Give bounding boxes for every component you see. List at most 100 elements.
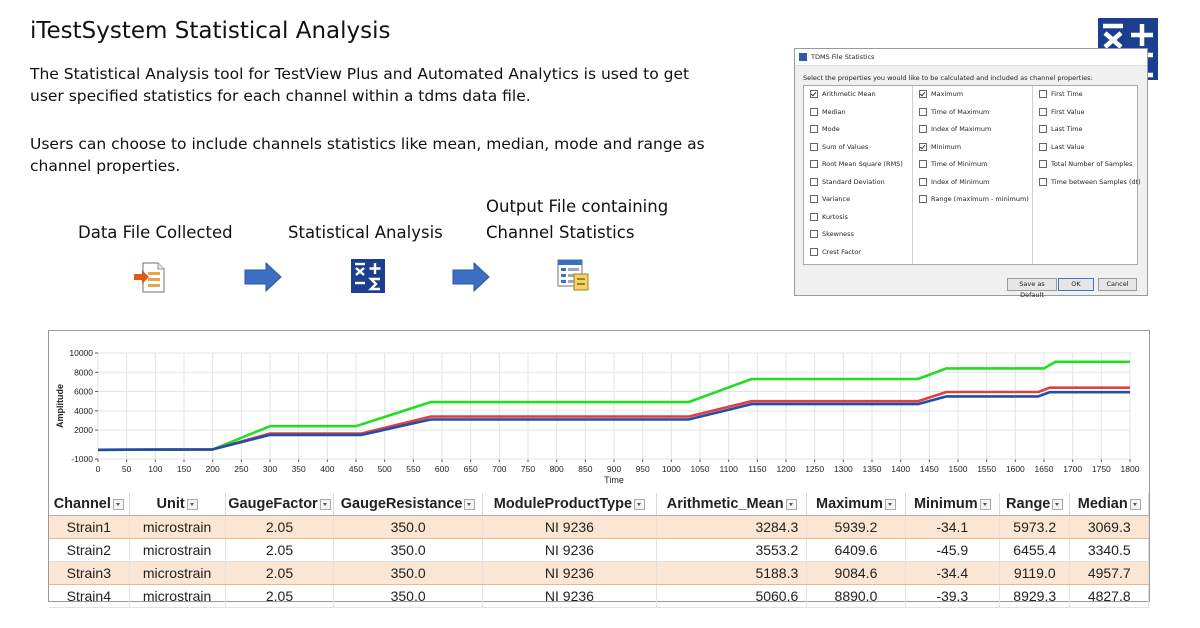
filter-dropdown-icon[interactable] bbox=[884, 498, 896, 510]
option-range-maximum-minimum[interactable]: Range (maximum - minimum) bbox=[919, 195, 1029, 203]
option-root-mean-square-rms[interactable]: Root Mean Square (RMS) bbox=[810, 160, 903, 168]
option-index-of-maximum[interactable]: Index of Maximum bbox=[919, 125, 991, 133]
checkbox[interactable] bbox=[810, 212, 818, 221]
table-cell: 2.05 bbox=[225, 538, 335, 562]
option-time-of-maximum[interactable]: Time of Maximum bbox=[919, 107, 990, 116]
x-tick-label: 700 bbox=[492, 464, 506, 474]
option-first-value[interactable]: First Value bbox=[1039, 107, 1085, 116]
cancel-button[interactable]: Cancel bbox=[1098, 278, 1137, 291]
option-label: Time of Maximum bbox=[931, 107, 990, 116]
step-label-output-file: Output File containing Channel Statistic… bbox=[486, 194, 668, 246]
filter-dropdown-icon[interactable] bbox=[979, 498, 991, 510]
table-cell: microstrain bbox=[129, 584, 226, 608]
x-tick-label: 600 bbox=[435, 464, 449, 474]
filter-dropdown-icon[interactable] bbox=[1052, 498, 1064, 510]
checkbox[interactable] bbox=[810, 142, 818, 151]
checkbox[interactable] bbox=[919, 125, 927, 133]
x-tick-label: 1300 bbox=[834, 464, 853, 474]
x-tick-label: 1250 bbox=[805, 464, 824, 474]
filter-dropdown-icon[interactable] bbox=[186, 498, 198, 510]
column-header-arithmetic-mean[interactable]: Arithmetic_Mean bbox=[656, 493, 808, 516]
option-first-time[interactable]: First Time bbox=[1039, 90, 1083, 98]
x-tick-label: 450 bbox=[349, 464, 363, 474]
filter-dropdown-icon[interactable] bbox=[112, 498, 124, 510]
x-tick-label: 350 bbox=[292, 464, 306, 474]
option-maximum[interactable]: Maximum bbox=[919, 90, 963, 98]
column-header-gaugeresistance[interactable]: GaugeResistance bbox=[333, 493, 483, 516]
table-row[interactable]: Strain2 microstrain 2.05 350.0 NI 9236 3553.2… bbox=[49, 538, 1149, 562]
option-skewness[interactable]: Skewness bbox=[810, 230, 854, 238]
checkbox[interactable] bbox=[919, 90, 927, 98]
checkbox[interactable] bbox=[1039, 107, 1047, 116]
filter-dropdown-icon[interactable] bbox=[785, 498, 797, 510]
checkbox[interactable] bbox=[810, 125, 818, 133]
option-last-value[interactable]: Last Value bbox=[1039, 142, 1084, 151]
checkbox[interactable] bbox=[810, 160, 818, 168]
save-as-default-button[interactable]: Save as Default bbox=[1007, 278, 1057, 299]
table-cell: 6409.6 bbox=[806, 538, 906, 562]
option-last-time[interactable]: Last Time bbox=[1039, 125, 1083, 133]
checkbox[interactable] bbox=[1039, 125, 1047, 133]
option-standard-deviation[interactable]: Standard Deviation bbox=[810, 177, 885, 186]
option-mode[interactable]: Mode bbox=[810, 125, 840, 133]
option-total-number-of-samples[interactable]: Total Number of Samples bbox=[1039, 160, 1133, 168]
checkbox[interactable] bbox=[919, 195, 927, 203]
table-cell: 5939.2 bbox=[806, 515, 906, 539]
option-index-of-minimum[interactable]: Index of Minimum bbox=[919, 177, 989, 186]
column-header-maximum[interactable]: Maximum bbox=[806, 493, 906, 516]
statistics-options-box: Arithmetic Mean Median Mode Sum of Values Ro… bbox=[803, 85, 1141, 265]
table-row[interactable]: Strain4 microstrain 2.05 350.0 NI 9236 5060.6… bbox=[49, 584, 1149, 608]
option-time-between-samples-dt[interactable]: Time between Samples (dt) bbox=[1039, 177, 1141, 186]
app-icon bbox=[799, 53, 807, 61]
table-row[interactable]: Strain3 microstrain 2.05 350.0 NI 9236 5188.3… bbox=[49, 561, 1149, 585]
filter-dropdown-icon[interactable] bbox=[464, 498, 476, 510]
checkbox[interactable] bbox=[919, 142, 927, 151]
filter-dropdown-icon[interactable] bbox=[1129, 498, 1141, 510]
table-cell: Strain4 bbox=[49, 584, 130, 608]
checkbox[interactable] bbox=[919, 177, 927, 186]
option-minimum[interactable]: Minimum bbox=[919, 142, 961, 151]
options-column-3: First Time First Value Last Time Last Value… bbox=[1032, 86, 1141, 264]
checkbox[interactable] bbox=[1039, 160, 1047, 168]
checkbox[interactable] bbox=[810, 247, 818, 256]
option-variance[interactable]: Variance bbox=[810, 195, 850, 203]
option-sum-of-values[interactable]: Sum of Values bbox=[810, 142, 868, 151]
checkbox[interactable] bbox=[1039, 177, 1047, 186]
ok-button[interactable]: OK bbox=[1058, 278, 1094, 291]
table-cell: -34.1 bbox=[905, 515, 1000, 539]
flow-arrow-icon bbox=[452, 262, 490, 292]
x-tick-label: 1650 bbox=[1035, 464, 1054, 474]
filter-dropdown-icon[interactable] bbox=[319, 498, 331, 510]
checkbox[interactable] bbox=[919, 107, 927, 116]
option-median[interactable]: Median bbox=[810, 107, 846, 116]
y-tick-label: -1000 bbox=[71, 454, 93, 464]
checkbox[interactable] bbox=[810, 230, 818, 238]
column-header-channel[interactable]: Channel bbox=[49, 493, 130, 516]
step-label-output-line1: Output File containing bbox=[486, 197, 669, 216]
column-header-median[interactable]: Median bbox=[1069, 493, 1149, 516]
option-crest-factor[interactable]: Crest Factor bbox=[810, 247, 861, 256]
option-label: Root Mean Square (RMS) bbox=[822, 160, 903, 168]
description-paragraph-2: Users can choose to include channels sta… bbox=[30, 135, 705, 175]
table-row[interactable]: Strain1 microstrain 2.05 350.0 NI 9236 3284.3… bbox=[49, 515, 1149, 539]
option-arithmetic-mean[interactable]: Arithmetic Mean bbox=[810, 90, 876, 98]
option-label: Crest Factor bbox=[822, 247, 861, 256]
column-header-minimum[interactable]: Minimum bbox=[905, 493, 1000, 516]
checkbox[interactable] bbox=[919, 160, 927, 168]
column-header-label: Range bbox=[1006, 496, 1051, 512]
filter-dropdown-icon[interactable] bbox=[634, 498, 646, 510]
checkbox[interactable] bbox=[810, 107, 818, 116]
column-header-range[interactable]: Range bbox=[999, 493, 1071, 516]
x-tick-label: 1050 bbox=[691, 464, 710, 474]
checkbox[interactable] bbox=[810, 195, 818, 203]
option-time-of-minimum[interactable]: Time of Minimum bbox=[919, 160, 987, 168]
checkbox[interactable] bbox=[810, 177, 818, 186]
checkbox[interactable] bbox=[1039, 90, 1047, 98]
column-header-unit[interactable]: Unit bbox=[129, 493, 226, 516]
table-cell: 4827.8 bbox=[1069, 584, 1149, 608]
option-kurtosis[interactable]: Kurtosis bbox=[810, 212, 848, 221]
column-header-gaugefactor[interactable]: GaugeFactor bbox=[225, 493, 335, 516]
checkbox[interactable] bbox=[810, 90, 818, 98]
column-header-moduleproducttype[interactable]: ModuleProductType bbox=[482, 493, 658, 516]
checkbox[interactable] bbox=[1039, 142, 1047, 151]
